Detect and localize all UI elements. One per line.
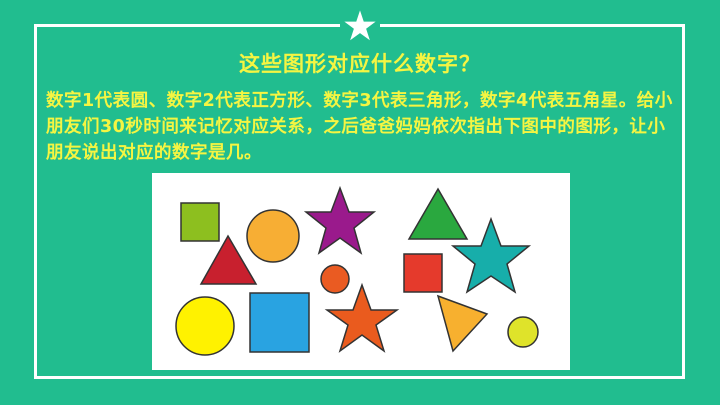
shape-star-orange (324, 282, 400, 353)
page-title: 这些图形对应什么数字？ (239, 52, 481, 76)
shape-square-red (403, 253, 443, 293)
shape-triangle-red (199, 234, 258, 285)
shape-circle-orange (246, 209, 300, 263)
shape-star-teal (450, 216, 532, 294)
shape-circle-small-yellow (507, 316, 539, 348)
shape-panel (152, 173, 570, 370)
shape-star-purple (303, 185, 377, 255)
shapes-canvas (175, 185, 539, 356)
shape-triangle-orange (436, 294, 489, 353)
star-icon (344, 10, 376, 41)
shape-square-green (180, 202, 220, 242)
shape-triangle-green (407, 187, 469, 240)
instruction-text: 数字1代表圆、数字2代表正方形、数字3代表三角形，数字4代表五角星。给小朋友们3… (46, 91, 673, 163)
star-badge (340, 8, 380, 44)
shape-square-blue (249, 292, 310, 353)
shape-circle-small-orange (320, 264, 350, 294)
shape-circle-yellow (175, 296, 235, 356)
